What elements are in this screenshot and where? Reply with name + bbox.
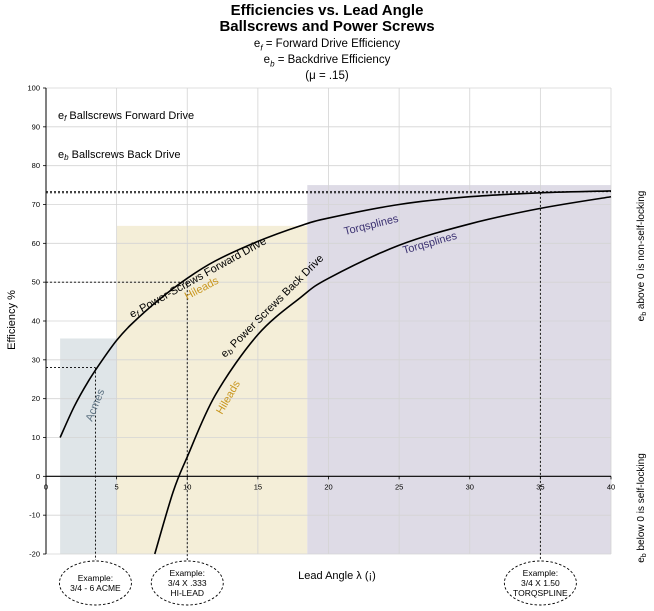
example-text: HI-LEAD <box>170 588 204 598</box>
y-axis-label: Efficiency % <box>6 290 18 350</box>
y-tick-label: 20 <box>32 394 40 403</box>
chart-title-line2: Ballscrews and Power Screws <box>219 18 435 35</box>
x-tick-label: 25 <box>395 482 403 491</box>
ballscrew-back-label: eb Ballscrews Back Drive <box>58 149 180 162</box>
y-tick-label: -10 <box>29 511 40 520</box>
forward-curve <box>59 190 612 438</box>
right-label-top: eb above 0 is non-self-locking <box>636 191 648 322</box>
back-curve <box>153 195 612 555</box>
ballscrew-forward-label: ef Ballscrews Forward Drive <box>58 110 194 123</box>
x-tick-label: 20 <box>324 482 332 491</box>
chart-title-line1: Efficiencies vs. Lead Angle <box>230 2 424 19</box>
y-tick-label: 70 <box>32 200 40 209</box>
example-text: 3/4 - 6 ACME <box>70 583 121 593</box>
region-torqsplines <box>307 185 611 555</box>
y-tick-label: 90 <box>32 122 40 131</box>
y-tick-label: 0 <box>36 472 40 481</box>
y-tick-label: 40 <box>32 317 40 326</box>
y-tick-label: -20 <box>29 550 40 559</box>
x-tick-label: 0 <box>44 482 48 491</box>
y-tick-label: 100 <box>27 84 40 93</box>
back-definition: eb = Backdrive Efficiency <box>263 54 391 69</box>
y-tick-label: 60 <box>32 239 40 248</box>
example-text: TORQSPLINE <box>513 588 568 598</box>
example-text: Example: <box>78 573 113 583</box>
example-ellipse <box>58 560 132 606</box>
example-ellipse <box>503 560 577 606</box>
example-ellipse <box>150 560 224 606</box>
x-axis-label: Lead Angle λ (¡) <box>298 570 376 582</box>
x-tick-label: 15 <box>254 482 262 491</box>
region-acmes <box>60 338 117 554</box>
example-text: 3/4 X 1.50 <box>521 578 560 588</box>
region-hileads <box>116 225 308 554</box>
example-text: Example: <box>523 568 558 578</box>
y-tick-label: 10 <box>32 433 40 442</box>
y-tick-label: 80 <box>32 161 40 170</box>
x-tick-label: 40 <box>607 482 615 491</box>
mu-value: (μ = .15) <box>305 70 349 82</box>
x-tick-label: 5 <box>115 482 119 491</box>
example-text: Example: <box>170 568 205 578</box>
y-tick-label: 50 <box>32 278 40 287</box>
example-text: 3/4 X .333 <box>168 578 207 588</box>
right-label-bottom: eb below 0 is self-locking <box>636 453 648 563</box>
x-tick-label: 30 <box>466 482 474 491</box>
forward-definition: ef = Forward Drive Efficiency <box>253 38 401 53</box>
y-tick-label: 30 <box>32 355 40 364</box>
